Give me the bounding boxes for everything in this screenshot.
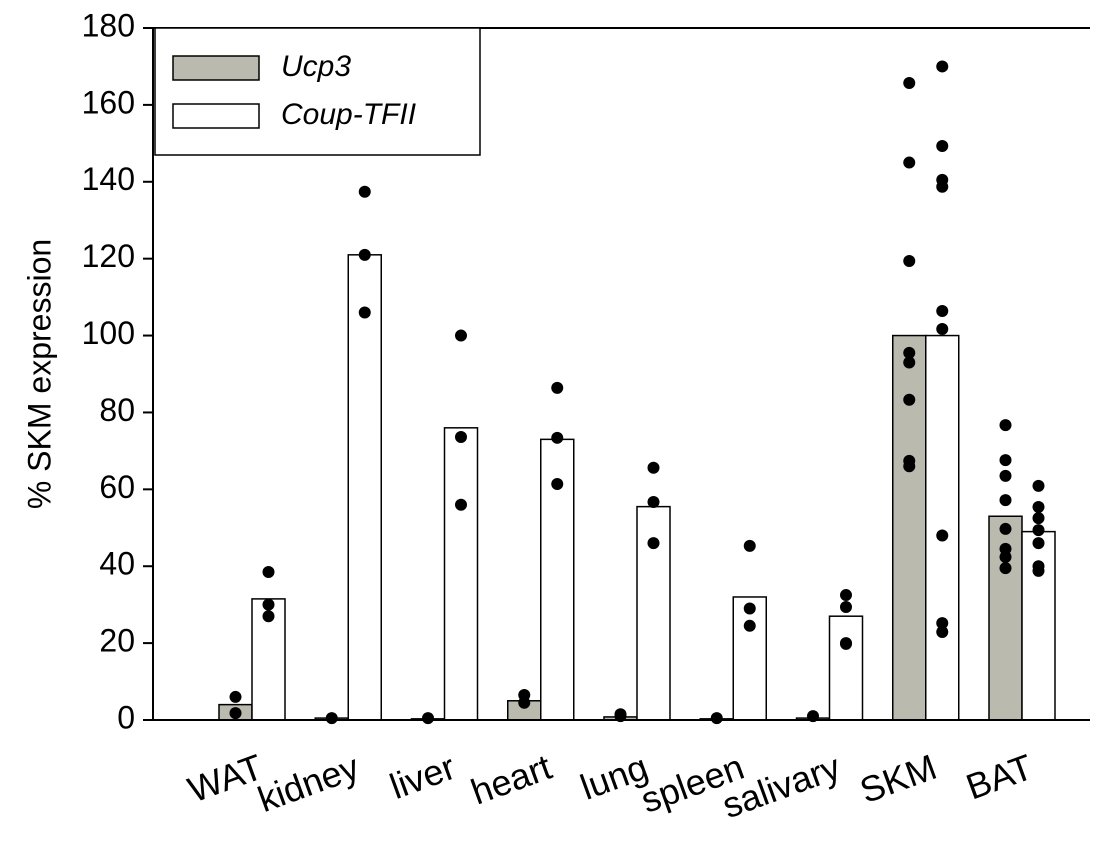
bar	[443, 427, 479, 721]
data-point	[840, 589, 852, 602]
y-tick-label: 120	[82, 238, 135, 274]
x-tick-label: WAT	[183, 746, 268, 811]
data-point	[551, 381, 564, 394]
data-point	[455, 431, 467, 444]
data-point	[936, 625, 949, 638]
y-tick-label: 0	[117, 699, 135, 735]
bar	[828, 615, 864, 721]
data-point	[358, 185, 371, 198]
data-point	[999, 522, 1012, 535]
data-point	[743, 539, 756, 552]
data-point	[903, 393, 916, 406]
data-point	[999, 550, 1012, 563]
data-point	[1032, 537, 1045, 550]
data-point	[1032, 512, 1045, 525]
data-point	[840, 637, 852, 650]
legend-swatch	[172, 103, 260, 129]
data-point	[743, 602, 756, 615]
data-point	[455, 329, 467, 342]
y-tick-label: 60	[99, 469, 135, 505]
data-point	[936, 323, 949, 336]
data-point	[999, 494, 1012, 507]
y-tick-label: 40	[99, 546, 135, 582]
data-point	[936, 617, 949, 630]
bar	[925, 334, 960, 721]
data-point	[551, 431, 564, 444]
data-point	[999, 469, 1012, 482]
data-point	[358, 306, 371, 319]
y-tick-label: 140	[82, 161, 135, 197]
data-point	[936, 140, 949, 153]
x-tick-label: liver	[384, 746, 460, 807]
data-point	[903, 156, 916, 169]
x-tick-label: BAT	[961, 746, 1038, 808]
x-tick-label: heart	[466, 746, 557, 813]
y-tick-label: 80	[99, 392, 135, 428]
data-point	[1032, 524, 1045, 537]
data-point	[710, 712, 723, 725]
x-tick-label: kidney	[252, 746, 364, 820]
data-point	[262, 598, 275, 611]
data-point	[999, 454, 1012, 467]
y-tick-label: 180	[82, 7, 135, 43]
data-point	[743, 619, 756, 632]
y-tick-label: 100	[82, 315, 135, 351]
data-point	[903, 460, 916, 473]
data-point	[903, 356, 916, 369]
legend-swatch	[172, 55, 260, 81]
data-point	[903, 254, 916, 267]
data-point	[262, 610, 275, 623]
data-point	[647, 461, 660, 474]
bar	[892, 334, 927, 721]
data-point	[936, 180, 949, 193]
data-point	[903, 76, 916, 89]
data-point	[840, 600, 852, 613]
bar	[732, 596, 767, 721]
legend-label: Coup-TFII	[281, 98, 416, 131]
data-point	[325, 712, 338, 725]
y-tick-label: 160	[82, 84, 135, 120]
data-point	[518, 696, 531, 709]
bar	[347, 254, 382, 721]
y-tick-label: 20	[99, 623, 135, 659]
data-point	[358, 248, 371, 261]
data-point	[936, 60, 949, 73]
data-point	[551, 477, 564, 490]
legend-box	[154, 27, 481, 156]
data-point	[1032, 564, 1045, 577]
data-point	[455, 498, 467, 511]
data-point	[999, 562, 1012, 575]
data-point	[229, 690, 242, 703]
y-axis-label: % SKM expression	[21, 239, 57, 509]
data-point	[229, 707, 242, 720]
bar	[1021, 530, 1056, 721]
data-point	[936, 304, 949, 317]
bar	[251, 598, 286, 721]
legend-label: Ucp3	[281, 50, 351, 83]
data-point	[262, 565, 275, 578]
data-point	[647, 496, 660, 509]
data-point	[936, 529, 949, 542]
data-point	[999, 419, 1012, 432]
data-point	[1032, 479, 1045, 492]
data-point	[647, 537, 660, 550]
data-point	[903, 346, 916, 359]
data-point	[1032, 501, 1045, 514]
data-point	[422, 712, 434, 725]
x-tick-label: SKM	[854, 746, 941, 811]
